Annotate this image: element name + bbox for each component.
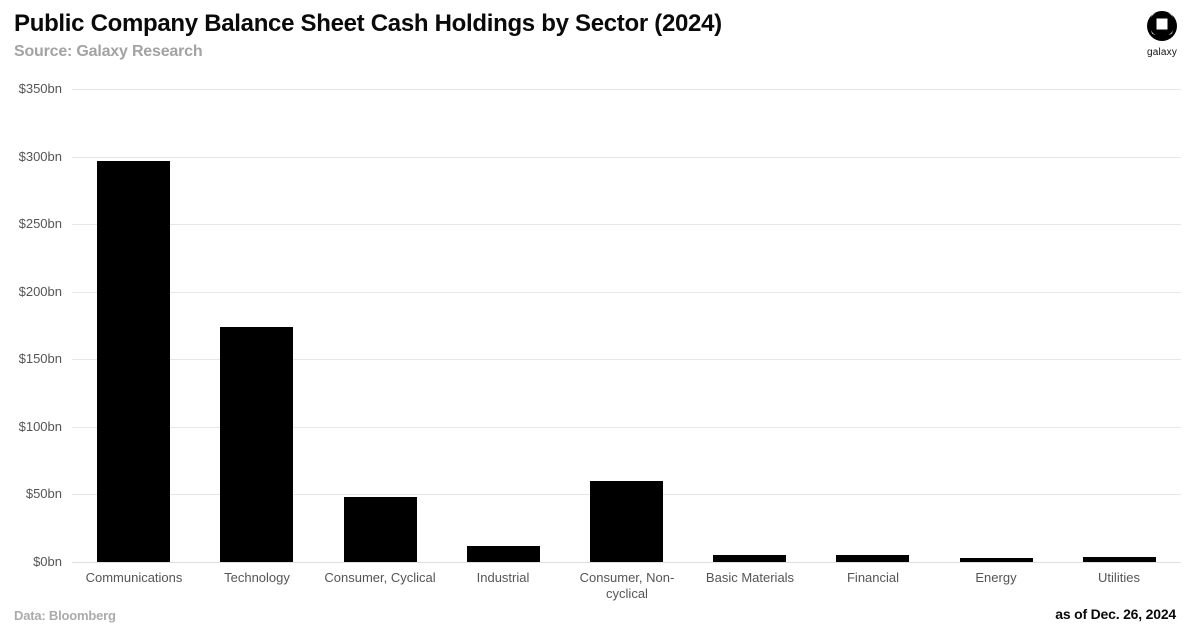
x-label-financial: Financial [846, 570, 900, 585]
x-label-industrial: Industrial [476, 570, 530, 585]
y-tick-label-0: $0bn [33, 554, 62, 569]
y-tick-label-300: $300bn [18, 148, 62, 164]
page-title: Public Company Balance Sheet Cash Holdin… [14, 10, 722, 37]
as-of-date: as of Dec. 26, 2024 [1055, 606, 1176, 622]
y-tick-label-350: $350bn [18, 81, 62, 96]
y-tick-label-50: $50bn [25, 486, 62, 502]
galaxy-logo-text: galaxy [1146, 47, 1178, 58]
y-tick-label-150: $150bn [18, 351, 62, 367]
data-source-note: Data: Bloomberg [14, 608, 116, 623]
gridline-300 [72, 157, 1181, 158]
gridline-150 [72, 359, 1181, 360]
galaxy-logo-icon [1140, 8, 1184, 46]
bar-basic-materials [713, 555, 786, 562]
bar-energy [960, 558, 1033, 562]
y-tick-label-100: $100bn [18, 418, 62, 434]
gridline-250 [72, 224, 1181, 225]
x-label-technology: Technology [224, 570, 290, 585]
y-tick-label-200: $200bn [18, 283, 62, 299]
gridline-0 [72, 562, 1181, 563]
bar-communications [97, 161, 170, 562]
bar-financial [836, 555, 909, 562]
gridline-350 [72, 89, 1181, 90]
bar-consumer-non-cyclical [590, 481, 663, 562]
gridline-200 [72, 292, 1181, 293]
galaxy-logo: galaxy [1140, 8, 1184, 58]
x-label-communications: Communications [85, 570, 183, 585]
x-label-energy: Energy [975, 570, 1017, 585]
bar-industrial [467, 546, 540, 562]
source-label: Source: Galaxy Research [14, 43, 203, 60]
bar-consumer-cyclical [344, 497, 417, 562]
bar-utilities [1083, 557, 1156, 562]
gridline-100 [72, 427, 1181, 428]
x-label-utilities: Utilities [1098, 570, 1140, 585]
bar-technology [220, 327, 293, 562]
x-label-basic-materials: Basic Materials [705, 570, 795, 585]
x-label-consumer-cyclical: Consumer, Cyclical [324, 570, 436, 585]
bar-chart-plot-area [72, 89, 1181, 563]
x-label-consumer-non-cyclical: Consumer, Non-cyclical [579, 570, 675, 601]
y-tick-label-250: $250bn [18, 216, 62, 232]
